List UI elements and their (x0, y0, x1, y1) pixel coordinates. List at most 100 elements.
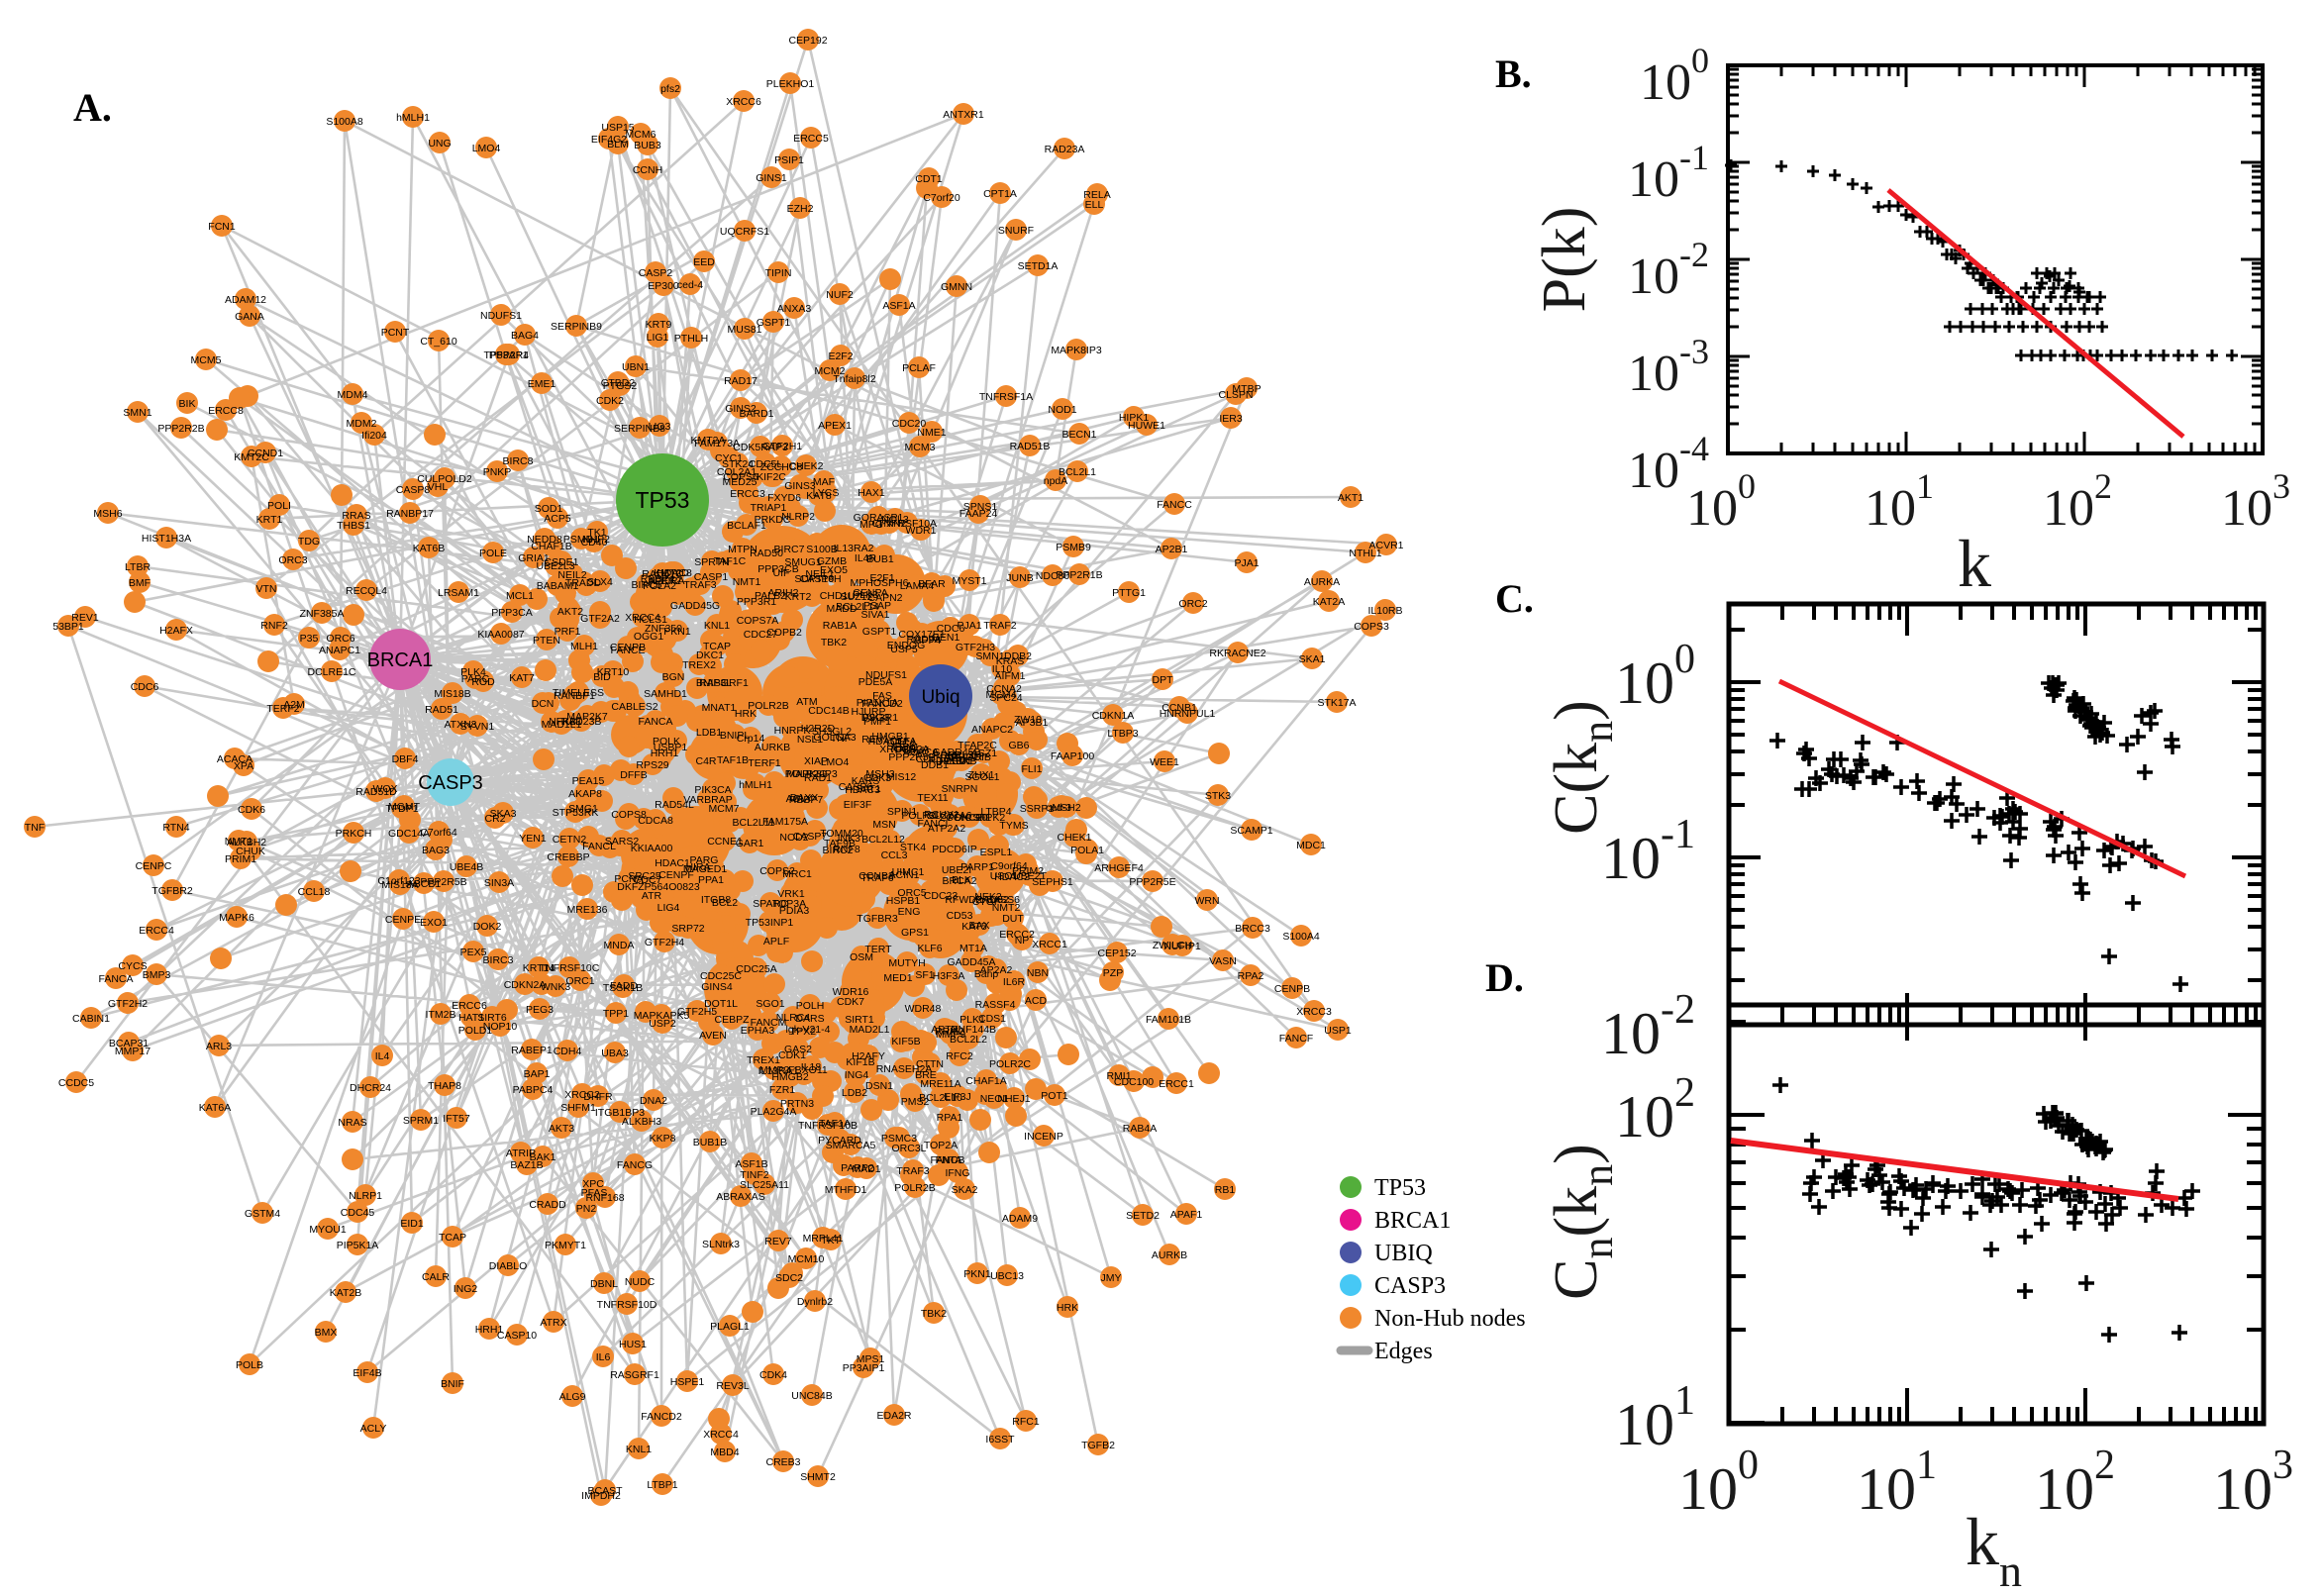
svg-text:AURKB: AURKB (1152, 1249, 1187, 1261)
svg-text:10-3: 10-3 (1628, 332, 1709, 402)
svg-text:DPT: DPT (1153, 674, 1174, 686)
svg-text:MAPK8IP3: MAPK8IP3 (1051, 345, 1102, 356)
svg-text:ATXN3: ATXN3 (444, 719, 476, 731)
svg-text:STK4: STK4 (900, 842, 926, 853)
svg-text:RASSF4: RASSF4 (975, 999, 1016, 1011)
svg-text:MCM5: MCM5 (191, 354, 222, 366)
svg-text:UIMC1: UIMC1 (892, 866, 925, 878)
svg-text:TRIAP1: TRIAP1 (751, 502, 787, 514)
svg-text:CDC14B: CDC14B (808, 705, 849, 717)
svg-text:AKT3: AKT3 (549, 1123, 574, 1135)
svg-text:PDCD6IP: PDCD6IP (932, 844, 977, 855)
svg-text:RAD23A: RAD23A (1045, 144, 1085, 155)
svg-text:KMT2D: KMT2D (654, 567, 689, 579)
svg-text:MDM4: MDM4 (338, 389, 368, 401)
svg-text:SETD2: SETD2 (1126, 1210, 1160, 1222)
svg-text:PPP2R1B: PPP2R1B (1056, 569, 1102, 581)
svg-text:RAD23B: RAD23B (561, 716, 602, 728)
svg-text:SMN1: SMN1 (123, 407, 152, 419)
svg-text:DUT: DUT (1002, 913, 1024, 925)
svg-text:DOK2: DOK2 (473, 921, 502, 933)
svg-text:CPT1A: CPT1A (983, 188, 1017, 200)
svg-text:MAPK8IP3: MAPK8IP3 (786, 768, 838, 780)
svg-text:DNA2: DNA2 (640, 1095, 667, 1107)
svg-text:BUB1: BUB1 (866, 553, 894, 565)
svg-text:BIK: BIK (179, 398, 196, 410)
svg-text:Banp: Banp (974, 968, 999, 980)
svg-text:MLH1: MLH1 (570, 641, 598, 652)
svg-text:PPP2R5E: PPP2R5E (888, 751, 935, 763)
svg-text:MMP17: MMP17 (115, 1046, 151, 1057)
svg-text:XRCC4: XRCC4 (625, 612, 660, 624)
svg-text:IL4R: IL4R (855, 552, 877, 564)
svg-text:KIAA0087: KIAA0087 (477, 629, 524, 641)
svg-text:NOL3: NOL3 (881, 514, 909, 526)
svg-text:kn: kn (1966, 1504, 2022, 1596)
svg-text:GSPT1: GSPT1 (757, 317, 791, 329)
svg-text:EIF3F: EIF3F (844, 799, 872, 811)
svg-text:SGO1: SGO1 (756, 998, 784, 1010)
svg-text:POLD1: POLD1 (458, 1025, 493, 1037)
svg-text:MTPN: MTPN (728, 544, 758, 555)
svg-text:UBC13: UBC13 (990, 1270, 1024, 1282)
svg-text:CDK2: CDK2 (596, 395, 624, 407)
svg-text:LMO4: LMO4 (821, 756, 850, 768)
svg-text:PRKDC: PRKDC (755, 514, 791, 526)
svg-text:S100A8: S100A8 (326, 116, 363, 128)
svg-text:MMP2: MMP2 (759, 1064, 789, 1076)
svg-text:SMARCA5: SMARCA5 (826, 1140, 876, 1151)
svg-text:RKRACNE2: RKRACNE2 (1209, 648, 1265, 659)
svg-text:GTF2A2: GTF2A2 (580, 613, 620, 625)
svg-text:POLK: POLK (653, 736, 680, 748)
svg-text:103: 103 (2213, 1443, 2293, 1522)
svg-text:102: 102 (2035, 1443, 2115, 1522)
svg-text:KLF6: KLF6 (917, 943, 942, 954)
svg-text:CEP192: CEP192 (788, 35, 827, 47)
svg-text:ERCC5: ERCC5 (793, 133, 829, 145)
svg-text:EME1: EME1 (528, 378, 556, 390)
svg-text:HAX1: HAX1 (858, 487, 885, 499)
svg-text:MRE11A: MRE11A (920, 1078, 960, 1090)
svg-text:BUB3: BUB3 (634, 140, 661, 151)
svg-text:LIG4: LIG4 (657, 902, 680, 914)
svg-text:JMY: JMY (1101, 1272, 1122, 1284)
svg-text:ACACA: ACACA (903, 747, 939, 758)
svg-text:TP53: TP53 (636, 487, 690, 513)
svg-text:ALKBH3: ALKBH3 (622, 1116, 661, 1128)
svg-text:MAF: MAF (813, 476, 835, 488)
svg-text:DCN: DCN (532, 698, 555, 710)
svg-text:FANCC: FANCC (1157, 499, 1192, 511)
svg-text:WDR1: WDR1 (906, 525, 937, 537)
svg-text:EIF3J: EIF3J (944, 1091, 970, 1103)
svg-text:RAD51: RAD51 (425, 704, 458, 716)
svg-text:NOD2: NOD2 (779, 832, 808, 844)
svg-text:GTF2H2: GTF2H2 (108, 998, 148, 1010)
svg-text:BIRC3: BIRC3 (483, 954, 514, 966)
svg-text:GINS1: GINS1 (756, 172, 787, 184)
svg-text:BAP1: BAP1 (524, 1068, 551, 1080)
svg-text:OGG1: OGG1 (634, 631, 664, 643)
svg-text:TGFBR3: TGFBR3 (857, 913, 898, 925)
svg-text:100: 100 (1640, 41, 1709, 111)
svg-text:CHAF1A: CHAF1A (965, 1075, 1006, 1087)
svg-text:FANCG: FANCG (617, 1159, 653, 1171)
svg-text:MCM10: MCM10 (788, 1253, 825, 1265)
svg-text:ATRIP: ATRIP (506, 1147, 536, 1159)
svg-text:TGFB2: TGFB2 (1081, 1440, 1115, 1451)
svg-text:BCL2L11: BCL2L11 (732, 817, 774, 829)
svg-text:GANA: GANA (235, 311, 264, 323)
svg-text:MDC1: MDC1 (1296, 840, 1326, 851)
svg-text:IL6: IL6 (596, 1351, 611, 1363)
svg-text:NEIL1: NEIL1 (805, 568, 834, 580)
svg-text:PKMYT1: PKMYT1 (545, 1240, 586, 1251)
svg-text:CHEK1: CHEK1 (1057, 832, 1091, 844)
svg-text:ced-4: ced-4 (677, 279, 703, 291)
svg-text:102: 102 (1615, 1070, 1695, 1149)
svg-text:BNIP3L: BNIP3L (696, 677, 732, 689)
svg-text:GINS3: GINS3 (784, 480, 816, 492)
svg-text:P35: P35 (300, 633, 319, 645)
svg-text:SNURF: SNURF (998, 225, 1034, 237)
svg-text:HRK: HRK (735, 708, 757, 720)
svg-text:MCM4: MCM4 (986, 689, 1017, 701)
svg-text:SEPHS1: SEPHS1 (1032, 876, 1073, 888)
